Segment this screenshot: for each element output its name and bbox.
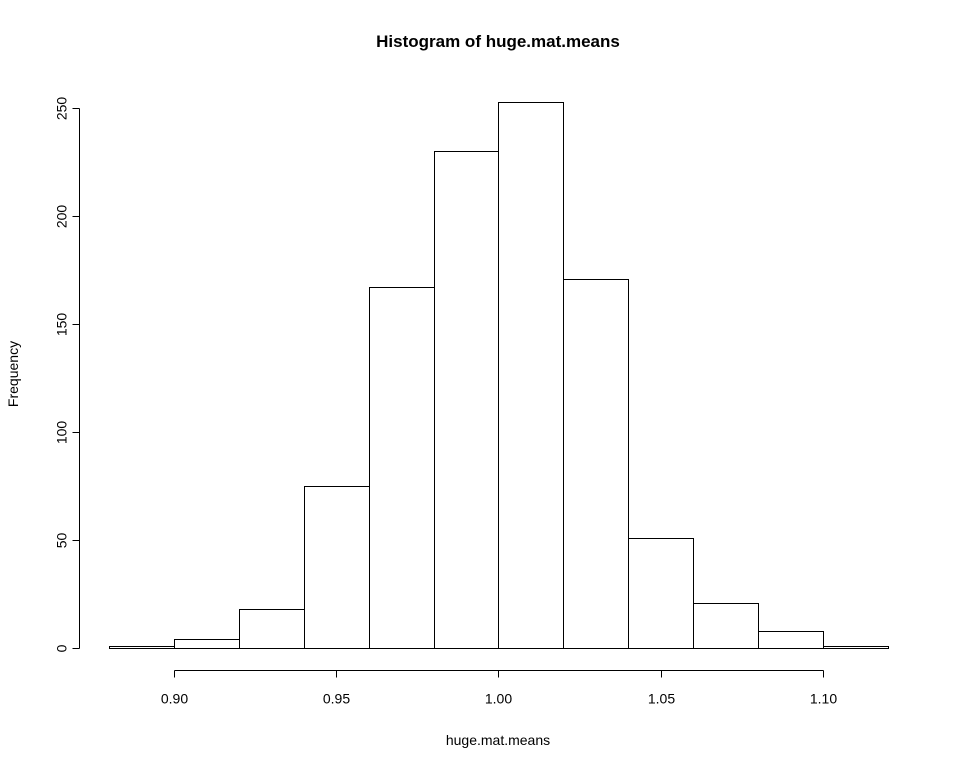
x-tick-label: 1.00 — [485, 691, 512, 707]
y-tick-label: 250 — [54, 97, 70, 121]
x-tick-label: 0.95 — [323, 691, 350, 707]
x-axis: 0.90 0.95 1.00 1.05 1.10 — [161, 670, 837, 707]
x-tick-label: 1.10 — [810, 691, 837, 707]
histogram-bar — [174, 639, 240, 649]
histogram-bar — [304, 486, 370, 649]
histogram-bar — [823, 646, 889, 649]
histogram-bar — [628, 538, 694, 649]
y-tick-label: 100 — [54, 421, 70, 445]
y-tick-label: 0 — [54, 644, 70, 652]
x-tick-label: 1.05 — [648, 691, 675, 707]
y-tick-label: 200 — [54, 205, 70, 229]
histogram-bar — [109, 646, 175, 649]
y-tick-label: 50 — [54, 533, 70, 549]
histogram-bars — [109, 102, 889, 649]
histogram-bar — [239, 609, 305, 649]
y-tick-label: 150 — [54, 313, 70, 337]
y-axis-label: Frequency — [5, 341, 21, 407]
chart-title: Histogram of huge.mat.means — [376, 32, 620, 51]
histogram-bar — [563, 279, 629, 649]
histogram-bar — [758, 631, 824, 649]
histogram-bar — [693, 603, 759, 649]
histogram-bar — [369, 287, 435, 649]
histogram-bar — [434, 151, 499, 649]
histogram-bar — [498, 102, 564, 649]
x-tick-label: 0.90 — [161, 691, 188, 707]
x-axis-label: huge.mat.means — [446, 732, 550, 748]
y-axis: 0 50 100 150 200 250 — [54, 97, 80, 652]
